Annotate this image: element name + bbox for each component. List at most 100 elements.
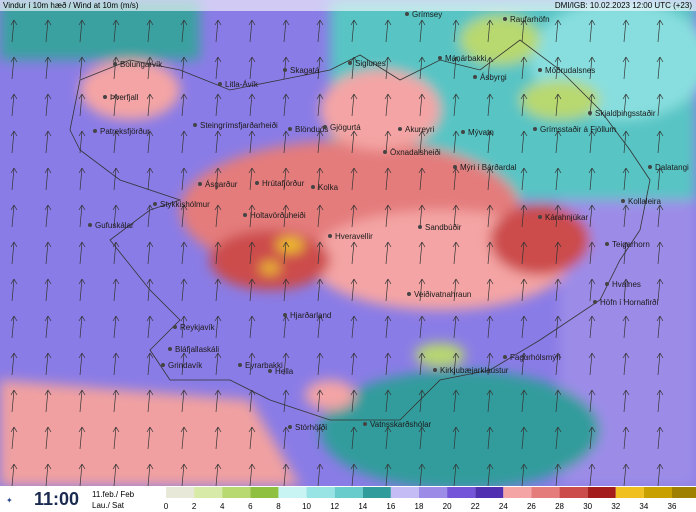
arrow xyxy=(146,315,154,339)
arrow xyxy=(146,241,154,265)
arrow xyxy=(10,19,18,43)
place-label: Patreksfjörður xyxy=(100,127,150,136)
arrow xyxy=(214,167,222,191)
place-label: Skagatá xyxy=(290,66,320,75)
arrow xyxy=(656,389,664,413)
place-label: Mývatn xyxy=(468,128,494,137)
arrow xyxy=(350,352,358,376)
arrow xyxy=(10,352,18,376)
place-dot xyxy=(173,325,177,329)
place-dot xyxy=(88,223,92,227)
place-label: Teigarhorn xyxy=(612,240,650,249)
place-label: Steingrímsfjarðarheiði xyxy=(200,121,278,130)
place-dot xyxy=(168,347,172,351)
arrow xyxy=(418,389,426,413)
arrow xyxy=(180,426,188,450)
header-title: Vindur í 10m hæð / Wind at 10m (m/s) xyxy=(3,1,139,10)
arrow xyxy=(588,389,596,413)
legend-tick: 14 xyxy=(358,502,367,511)
arrow xyxy=(112,426,120,450)
arrow xyxy=(248,130,256,154)
place-dot xyxy=(407,292,411,296)
arrow xyxy=(486,167,494,191)
legend-tick: 12 xyxy=(330,502,339,511)
arrow xyxy=(316,167,324,191)
arrow xyxy=(248,426,256,450)
legend-tick: 0 xyxy=(164,502,169,511)
arrow xyxy=(146,389,154,413)
arrow xyxy=(554,167,562,191)
place-dot xyxy=(288,127,292,131)
arrow xyxy=(588,463,596,487)
arrow xyxy=(588,426,596,450)
arrow xyxy=(214,463,222,487)
arrow xyxy=(180,352,188,376)
place-dot xyxy=(538,215,542,219)
place-dot xyxy=(433,368,437,372)
arrow xyxy=(44,204,52,228)
arrow xyxy=(418,19,426,43)
coastline xyxy=(69,39,651,421)
arrow xyxy=(146,167,154,191)
place-label: Grímsey xyxy=(412,10,442,19)
arrow xyxy=(350,426,358,450)
arrow xyxy=(622,167,630,191)
place-label: Skjaldþingsstaðir xyxy=(595,109,656,118)
arrow xyxy=(214,19,222,43)
arrow xyxy=(588,352,596,376)
arrow xyxy=(588,241,596,265)
arrow xyxy=(78,167,86,191)
arrow xyxy=(520,56,528,80)
arrow xyxy=(180,130,188,154)
arrow xyxy=(10,315,18,339)
arrow xyxy=(214,130,222,154)
arrow xyxy=(452,241,460,265)
place-dot xyxy=(283,68,287,72)
place-dot xyxy=(323,125,327,129)
arrow xyxy=(588,278,596,302)
place-label: Holtavörðuheiði xyxy=(250,211,306,220)
place-label: Kirkjubæjarklaustur xyxy=(440,366,509,375)
place-dot xyxy=(93,129,97,133)
arrow xyxy=(146,278,154,302)
legend-swatch xyxy=(587,487,616,498)
arrow xyxy=(418,352,426,376)
legend-tick: 2 xyxy=(192,502,197,511)
place-label: Fagurhólsmýri xyxy=(510,353,561,362)
arrow xyxy=(554,19,562,43)
arrow xyxy=(78,463,86,487)
arrow xyxy=(112,93,120,117)
place-label: Kolka xyxy=(318,183,339,192)
legend-tick: 32 xyxy=(611,502,620,511)
arrow xyxy=(248,167,256,191)
arrow xyxy=(44,352,52,376)
arrow xyxy=(282,352,290,376)
arrow xyxy=(146,463,154,487)
arrow xyxy=(248,278,256,302)
arrow xyxy=(486,315,494,339)
arrow xyxy=(146,426,154,450)
place-dot xyxy=(328,234,332,238)
arrow xyxy=(520,19,528,43)
arrow xyxy=(316,93,324,117)
arrow xyxy=(350,278,358,302)
arrow xyxy=(622,278,630,302)
arrow xyxy=(554,278,562,302)
arrow xyxy=(350,130,358,154)
place-dot xyxy=(438,56,442,60)
place-label: Mánárbakki xyxy=(445,54,487,63)
header-source: DMI/IGB: 10.02.2023 12:00 UTC (+23) xyxy=(555,1,693,10)
arrow xyxy=(180,389,188,413)
arrow xyxy=(418,278,426,302)
place-dot xyxy=(588,111,592,115)
place-dot xyxy=(283,313,287,317)
arrow xyxy=(452,315,460,339)
arrow xyxy=(520,352,528,376)
place-dot xyxy=(398,127,402,131)
place-label: Hjarðarland xyxy=(290,311,331,320)
arrow xyxy=(282,204,290,228)
header-bar xyxy=(0,0,696,11)
place-dot xyxy=(418,225,422,229)
arrow xyxy=(520,389,528,413)
